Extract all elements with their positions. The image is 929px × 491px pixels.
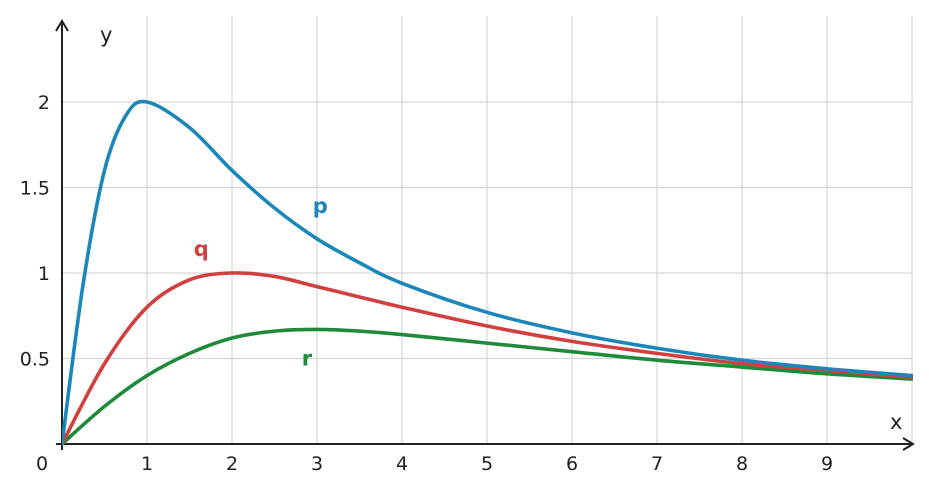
y-tick-label: 1 [38,263,50,285]
series-line-q [62,271,913,446]
series-line-p [62,99,913,446]
x-tick-label: 5 [481,453,493,475]
x-tick-label: 4 [396,453,408,475]
series-label-p: p [313,194,328,218]
x-tick-label: 6 [566,453,578,475]
series-label-r: r [302,346,313,370]
x-tick-label: 8 [736,453,748,475]
y-axis-arrow [55,19,69,32]
series-line-r [62,327,913,446]
series: p q r [62,99,913,446]
axes: x y 0 [36,19,915,475]
x-tick-label: 1 [141,453,153,475]
x-axis-label: x [890,410,902,434]
grid [62,16,913,444]
x-tick-label: 9 [821,453,833,475]
tick-labels: 1 2 3 4 5 6 7 8 9 0.5 1 1.5 2 [20,92,833,475]
y-axis-label: y [100,23,112,47]
x-tick-label: 3 [311,453,323,475]
x-tick-label: 7 [651,453,663,475]
origin-label: 0 [36,453,48,475]
series-label-q: q [194,237,209,261]
x-tick-label: 2 [226,453,238,475]
y-tick-label: 1.5 [20,178,50,200]
x-axis-arrow [902,437,915,451]
y-tick-label: 2 [38,92,50,114]
y-tick-label: 0.5 [20,349,50,371]
